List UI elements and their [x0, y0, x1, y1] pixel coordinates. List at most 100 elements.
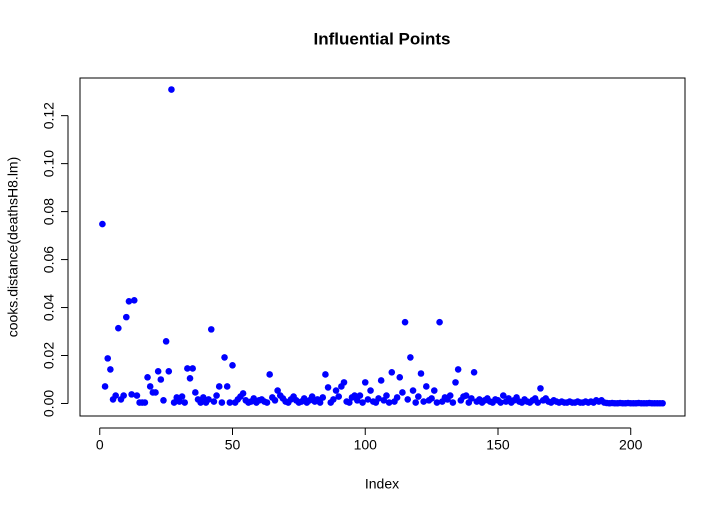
point: [104, 355, 112, 362]
point: [197, 399, 204, 406]
point: [146, 383, 154, 390]
point: [189, 365, 196, 372]
point: [468, 395, 475, 402]
point: [452, 379, 459, 386]
point: [162, 338, 170, 345]
point: [274, 387, 281, 394]
point: [364, 396, 372, 403]
y-tick-label: 0.06: [41, 246, 57, 273]
point: [367, 387, 374, 394]
point: [335, 393, 342, 400]
point: [160, 397, 167, 404]
point: [144, 374, 151, 381]
point: [186, 374, 194, 382]
point: [380, 397, 388, 404]
point: [407, 354, 414, 361]
point: [433, 399, 441, 406]
point: [659, 399, 666, 407]
point: [449, 399, 457, 406]
point: [133, 392, 141, 399]
point: [351, 392, 358, 399]
x-tick-label: 0: [96, 437, 104, 453]
point: [210, 398, 218, 405]
point: [266, 371, 273, 378]
x-tick-label: 50: [225, 437, 241, 453]
point: [221, 354, 228, 361]
point: [120, 392, 127, 399]
point: [385, 399, 393, 406]
y-tick-label: 0.02: [41, 342, 57, 369]
point: [271, 397, 279, 404]
point: [388, 368, 396, 376]
point: [107, 366, 114, 373]
point: [207, 326, 215, 333]
point: [130, 297, 138, 304]
point: [446, 392, 454, 399]
point: [199, 394, 207, 401]
point: [181, 399, 189, 406]
point: [404, 396, 412, 403]
point: [229, 362, 236, 369]
x-tick-label: 200: [619, 437, 643, 453]
point: [192, 389, 199, 396]
point: [99, 220, 106, 228]
point: [361, 379, 369, 386]
point: [176, 398, 183, 405]
point: [205, 396, 212, 403]
point: [359, 399, 366, 406]
point: [377, 377, 385, 384]
point: [165, 368, 173, 375]
point: [399, 389, 406, 396]
x-tick-label: 100: [354, 437, 378, 453]
point: [462, 392, 470, 399]
y-axis-label: cooks.distance(deathsH8.lm): [5, 157, 21, 338]
point: [152, 389, 159, 396]
point: [322, 371, 329, 378]
point: [409, 387, 417, 394]
point: [125, 298, 133, 305]
point: [420, 398, 427, 405]
x-axis-label: Index: [365, 476, 399, 492]
plot-frame: [79, 77, 686, 417]
point: [213, 392, 220, 399]
x-tick-label: 150: [486, 437, 510, 453]
y-tick-label: 0.10: [41, 150, 57, 177]
point: [168, 86, 175, 93]
y-tick-label: 0.00: [41, 390, 57, 417]
point: [184, 365, 191, 372]
point: [415, 393, 422, 400]
point: [112, 392, 119, 399]
point: [401, 318, 409, 326]
point: [115, 324, 122, 332]
point: [223, 383, 231, 390]
point: [178, 393, 186, 400]
point: [497, 399, 504, 406]
point: [316, 399, 324, 406]
point: [128, 391, 135, 398]
point: [346, 399, 353, 406]
point: [101, 383, 109, 390]
point: [218, 399, 226, 406]
point: [154, 368, 162, 375]
point: [123, 313, 130, 321]
point: [356, 392, 364, 399]
point: [215, 383, 223, 390]
point: [332, 387, 340, 394]
point: [499, 392, 507, 399]
point: [537, 385, 544, 392]
point: [383, 392, 390, 399]
point: [353, 397, 361, 404]
point: [393, 394, 401, 401]
point: [330, 396, 337, 403]
point: [436, 318, 443, 326]
point: [412, 399, 419, 406]
y-tick-label: 0.08: [41, 198, 57, 225]
point: [319, 394, 327, 401]
point: [324, 384, 332, 391]
point: [375, 395, 382, 402]
point: [430, 387, 438, 394]
point: [534, 399, 542, 406]
y-tick-label: 0.04: [41, 294, 57, 321]
